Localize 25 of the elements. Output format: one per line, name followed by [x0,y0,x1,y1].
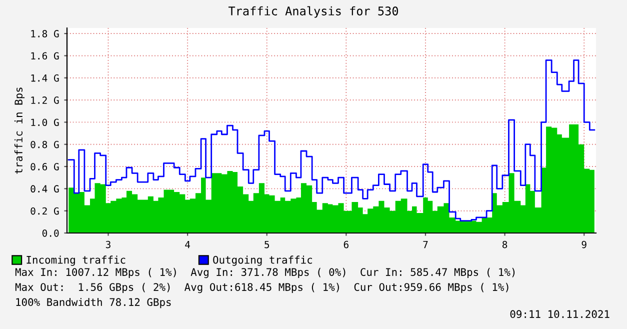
x-tick-label: 9 [582,240,586,248]
chart-title: Traffic Analysis for 530 [228,6,398,18]
x-tick-label: 8 [502,240,508,248]
x-tick-label: 7 [423,240,428,248]
legend-label: Outgoing traffic [213,256,312,266]
y-tick-label: 1.2 G [31,96,59,104]
text: Max In: 1007.12 MBps ( 1%) Avg In: 371.78 MBps ( 0%) Cur In: 585.47 MBps ( 1%) [15,268,515,278]
y-tick-label: 1.0 G [31,118,59,126]
y-tick-label: 1.8 G [31,30,59,38]
y-tick-label: 0.0 [42,230,59,237]
y-tick-label: 0.8 G [30,140,59,148]
x-tick-label: 3 [106,240,110,248]
text: 100% Bandwidth 78.12 GBps [16,298,171,308]
y-tick-label: 0.4 G [30,185,59,193]
x-tick-label: 5 [264,240,270,248]
y-tick-label: 1.4 G [31,74,59,82]
x-tick-label: 4 [185,240,190,248]
y-tick-label: 1.6 G [31,52,59,60]
legend-label: Incoming traffic [26,256,126,266]
text: 09:11 10.11.2021 [510,310,610,318]
y-tick-label: 0.6 G [30,163,59,170]
y-axis-title: traffic in Bps [14,88,25,174]
y-tick-label: 0.2 G [30,207,59,215]
text: Max Out: 1.56 GBps ( 2%) Avg Out:618.45 MBps ( 1%) Cur Out:959.66 MBps ( 1%) [15,282,508,294]
x-tick-label: 6 [344,240,348,248]
